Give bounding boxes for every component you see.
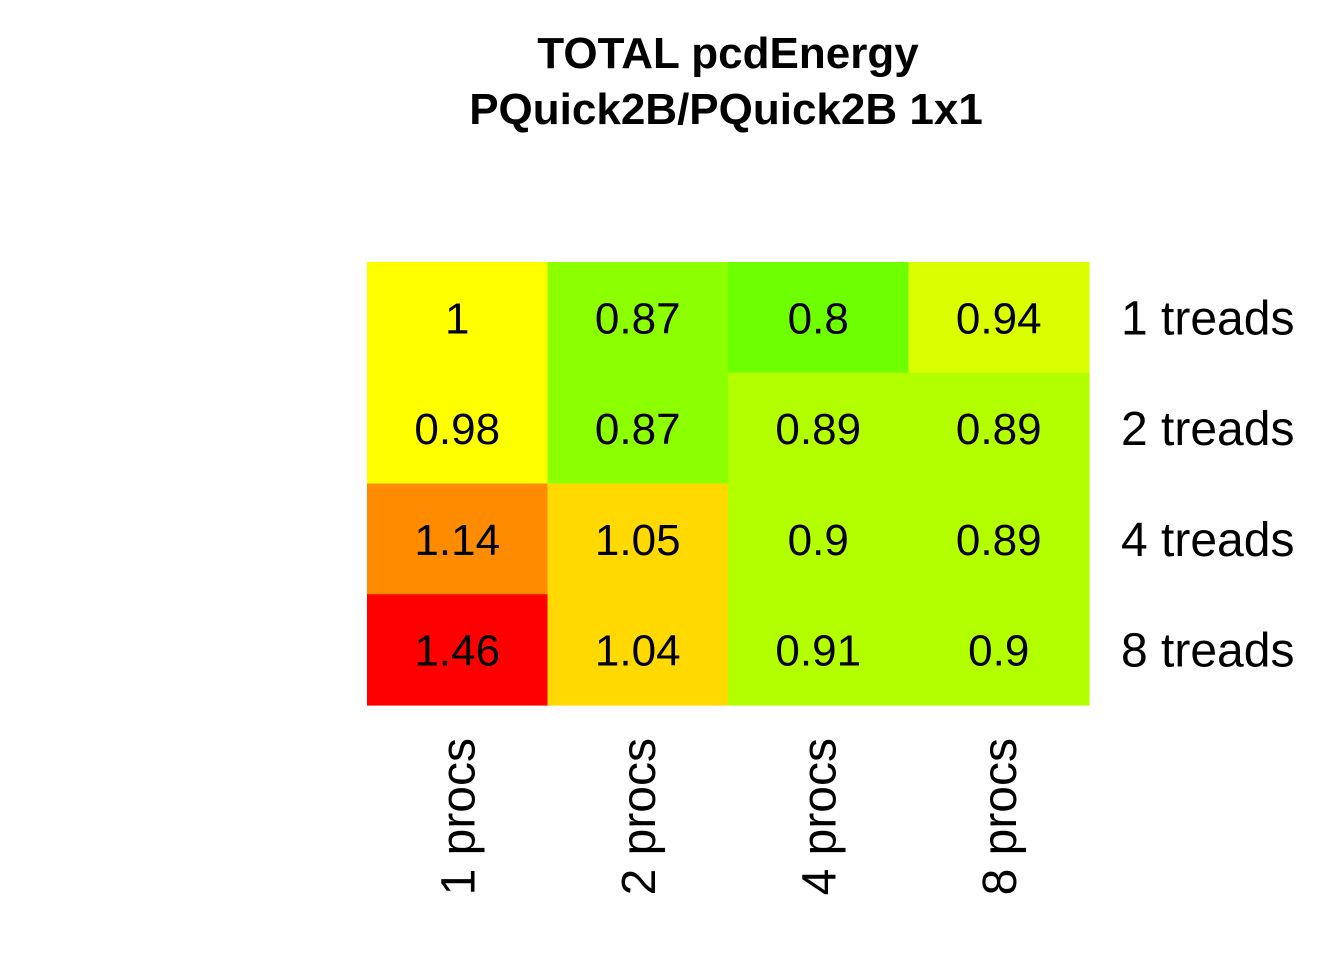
cell-value-label: 1.04: [595, 627, 681, 676]
heatmap-cell: [367, 594, 549, 706]
cell-value-label: 0.8: [788, 294, 849, 343]
column-label: 4 procs: [793, 738, 846, 895]
cell-value-label: 1.05: [595, 516, 681, 565]
cell-value-label: 1.46: [414, 627, 500, 676]
cell-value-label: 0.9: [788, 516, 849, 565]
row-label: 8 treads: [1121, 625, 1294, 678]
row-label: 1 treads: [1121, 292, 1294, 345]
heatmap-cell: [367, 372, 549, 485]
heatmap-cell: [547, 372, 729, 485]
chart-title: TOTAL pcdEnergy: [537, 29, 919, 78]
heatmap-cell-labels: 1 0.87 0.8 0.94 0.98 0.87 0.89 0.89 1.14 1.05 0.9 0…: [414, 294, 1041, 675]
heatmap-cell: [728, 372, 910, 485]
row-label: 2 treads: [1121, 403, 1294, 456]
column-label: 2 procs: [613, 738, 666, 895]
cell-value-label: 0.94: [956, 294, 1042, 343]
cell-value-label: 0.89: [956, 405, 1042, 454]
cell-value-label: 0.89: [775, 405, 861, 454]
row-label: 4 treads: [1121, 514, 1294, 567]
column-labels: 1 procs 2 procs 4 procs 8 procs: [432, 738, 1027, 895]
cell-value-label: 0.91: [775, 627, 861, 676]
cell-value-label: 1.14: [414, 516, 500, 565]
heatmap-cell: [728, 483, 910, 595]
heatmap-cells: [367, 262, 1090, 706]
cell-value-label: 0.87: [595, 294, 681, 343]
heatmap-cell: [728, 594, 910, 706]
heatmap-cell: [547, 594, 729, 706]
column-label: 1 procs: [432, 738, 485, 895]
cell-value-label: 0.87: [595, 405, 681, 454]
heatmap-cell: [367, 262, 549, 374]
cell-value-label: 1: [445, 294, 469, 343]
heatmap-cell: [547, 483, 729, 595]
row-labels: 1 treads 2 treads 4 treads 8 treads: [1121, 292, 1294, 677]
heatmap-cell: [908, 262, 1090, 374]
chart-subtitle: PQuick2B/PQuick2B 1x1: [469, 85, 983, 134]
heatmap-cell: [728, 262, 910, 374]
column-label: 8 procs: [974, 738, 1027, 895]
heatmap-cell: [908, 372, 1090, 485]
heatmap-cell: [908, 594, 1090, 706]
heatmap-cell: [547, 262, 729, 374]
heatmap-cell: [367, 483, 549, 595]
cell-value-label: 0.98: [414, 405, 500, 454]
cell-value-label: 0.89: [956, 516, 1042, 565]
cell-value-label: 0.9: [968, 627, 1029, 676]
heatmap-cell: [908, 483, 1090, 595]
